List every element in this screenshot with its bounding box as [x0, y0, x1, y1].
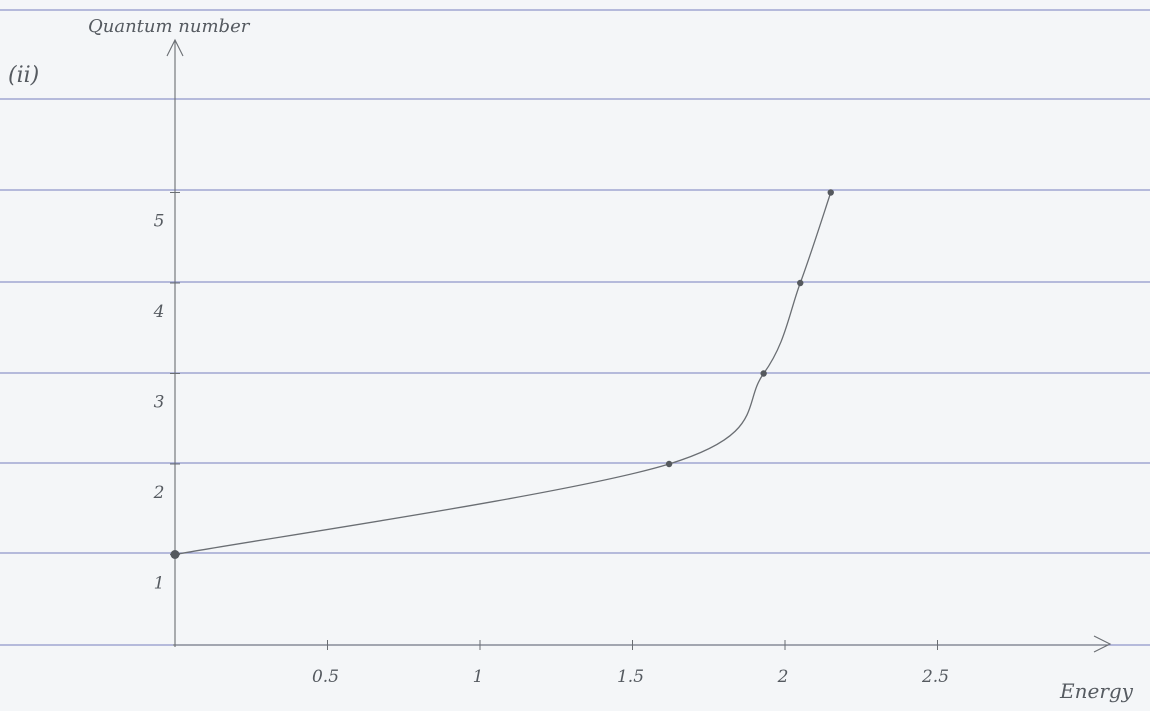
x-tick-label: 1.5	[617, 667, 644, 687]
data-point	[170, 550, 180, 559]
y-tick-label: 1	[154, 574, 165, 594]
data-point	[797, 279, 804, 287]
data-point	[827, 189, 834, 196]
x-tick-label: 2	[777, 667, 789, 687]
ruled-lines	[0, 9, 1150, 646]
x-axis-label: Energy	[1059, 679, 1134, 703]
axes	[166, 38, 1112, 653]
x-tick-label: 1	[473, 667, 484, 687]
part-label: (ii)	[8, 63, 39, 88]
x-tick-label: 2.5	[921, 667, 949, 687]
y-axis-label: Quantum number	[88, 16, 251, 37]
x-axis-arrow	[1093, 635, 1112, 653]
y-tick-label: 2	[153, 483, 165, 503]
tick-marks	[170, 192, 938, 650]
y-tick-label: 3	[154, 393, 165, 413]
data-points	[170, 189, 834, 559]
y-tick-label: 5	[154, 212, 165, 232]
data-point	[665, 460, 673, 468]
data-point	[760, 370, 767, 377]
y-axis-arrow	[166, 38, 184, 57]
tick-labels: 0.5 1 1.5 2 2.5 1 2 3 4 5	[153, 212, 949, 688]
x-tick-label: 0.5	[312, 667, 339, 687]
y-tick-label: 4	[153, 302, 165, 322]
